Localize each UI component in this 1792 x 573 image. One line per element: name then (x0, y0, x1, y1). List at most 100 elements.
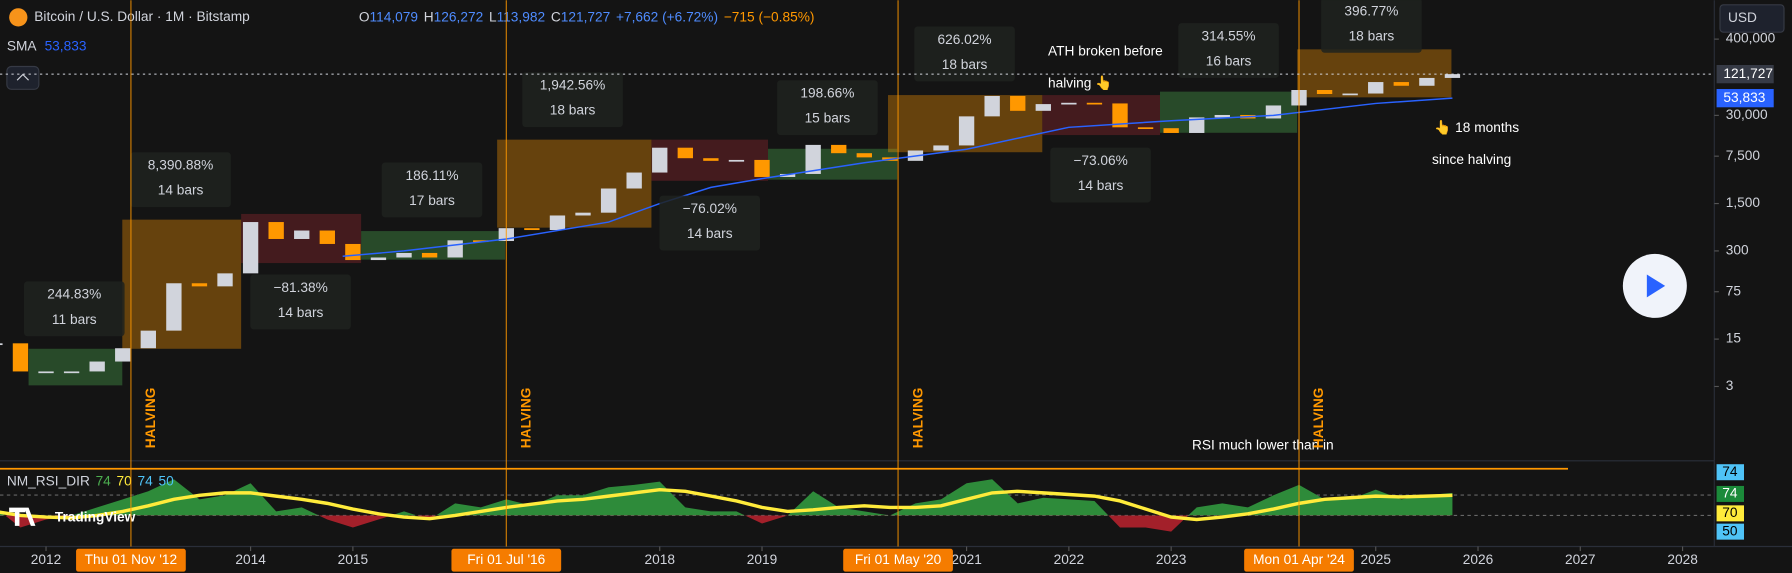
rsi-param: 70 (117, 473, 133, 488)
collapse-button[interactable] (6, 65, 40, 90)
box-label-bg (1178, 23, 1279, 78)
box-label-bg (250, 274, 351, 330)
sma-line (342, 97, 1453, 258)
sma-value: 53,833 (45, 39, 87, 54)
rsi-legend: NM_RSI_DIR 74 70 74 50 (7, 473, 174, 488)
x-tick-label: 2022 (1054, 552, 1084, 567)
box-label-bg (24, 281, 125, 337)
box-change: −73.06% (1073, 153, 1127, 168)
box-bars: 16 bars (1206, 54, 1252, 69)
candle (933, 145, 949, 151)
rsi-area-up (0, 479, 1453, 516)
candle (294, 230, 310, 239)
ohlc-key: L (489, 9, 497, 24)
rsi-level-box (1716, 505, 1744, 522)
candle (166, 283, 182, 331)
rsi-level-box (1716, 523, 1744, 540)
y-tick-label: 7,500 (1726, 148, 1761, 163)
candle (89, 361, 105, 372)
x-tick-label: 2027 (1565, 552, 1595, 567)
plot (0, 49, 1461, 386)
halving-label: HALVING (143, 388, 158, 449)
candle (191, 283, 208, 287)
box-label-bg (914, 26, 1015, 82)
candle (1444, 74, 1461, 78)
candle (779, 173, 796, 177)
x-tick-label: 2018 (644, 552, 675, 567)
box-bars: 18 bars (550, 103, 596, 118)
candle (831, 144, 847, 154)
candle (984, 95, 1000, 117)
logo: TradingView (55, 510, 136, 525)
price-label: 121,727 (1723, 66, 1773, 81)
candle (473, 240, 489, 243)
logo-mark (9, 507, 36, 526)
box-label-bg (381, 162, 483, 218)
halving-label: HALVING (1311, 388, 1326, 449)
price-label-box (1716, 89, 1774, 108)
y-tick-label: 300 (1726, 243, 1749, 258)
candle (524, 228, 540, 231)
candle (1112, 103, 1128, 128)
box-bars: 15 bars (805, 111, 851, 126)
rsi-level-label: 70 (1722, 505, 1738, 520)
candle (1035, 104, 1051, 111)
candle (1419, 77, 1435, 86)
halving-label: HALVING (910, 388, 925, 449)
box-bars: 18 bars (942, 57, 988, 72)
candle (856, 153, 872, 158)
box-change: 8,390.88% (148, 158, 214, 173)
candle (63, 371, 80, 374)
crosshair-date: Fri 01 May '20 (855, 552, 942, 567)
x-tick-label: 2019 (747, 552, 777, 567)
crosshair-date-box (843, 548, 953, 572)
crosshair-date-box (451, 548, 562, 572)
y-tick-label: 3 (1726, 378, 1734, 393)
ohlc: O114,079 H126,272 L113,982 C121,727 +7,662 (… (359, 9, 815, 24)
x-tick-label: 2015 (338, 552, 369, 567)
y-tick-label: 1,500 (1726, 195, 1761, 210)
box-change: 244.83% (47, 287, 101, 302)
candle (1214, 114, 1230, 118)
rsi-param: 74 (137, 473, 153, 488)
rsi-level-label: 74 (1722, 464, 1738, 479)
candle (1393, 82, 1409, 86)
box-label-bg (522, 72, 623, 128)
x-tick-label: 2014 (235, 552, 266, 567)
candle (319, 230, 335, 244)
candle (677, 147, 693, 159)
ohlc-key: C (551, 9, 561, 24)
candle (1137, 127, 1154, 130)
candle (0, 343, 3, 346)
play-icon (1646, 274, 1666, 298)
rsi-param: 74 (96, 473, 112, 488)
rsi-ma (0, 487, 1453, 522)
y-tick-label: 30,000 (1726, 107, 1768, 122)
bitcoin-icon (9, 8, 28, 27)
rsi-param: 50 (158, 473, 174, 488)
box-change: 314.55% (1202, 28, 1256, 43)
box-change: 1,942.56% (540, 78, 606, 93)
candle (652, 147, 668, 173)
x-tick-label: 2023 (1156, 552, 1187, 567)
overlay: 244.83% 11 bars 8,390.88% 14 bars −81.38% 14 … (24, 0, 1519, 453)
candle (217, 273, 233, 287)
rsi-level-label: 50 (1722, 523, 1738, 538)
candle (958, 116, 975, 146)
halving-label: HALVING (519, 388, 534, 449)
box-bars: 18 bars (1349, 28, 1395, 43)
currency-button[interactable] (1719, 4, 1785, 33)
change-last: −715 (−0.85%) (724, 9, 815, 24)
currency: USD (1728, 10, 1757, 25)
box-change: 186.11% (405, 168, 458, 183)
box-label-bg (1321, 0, 1422, 53)
candle (1342, 93, 1358, 96)
box-label-bg (777, 80, 878, 136)
measure-box (497, 139, 652, 228)
box-bars: 14 bars (278, 305, 324, 320)
candle (1061, 102, 1077, 105)
annotation: since halving (1432, 152, 1511, 167)
crosshair-date: Thu 01 Nov '12 (85, 552, 178, 567)
rsi-level-box (1716, 464, 1744, 481)
